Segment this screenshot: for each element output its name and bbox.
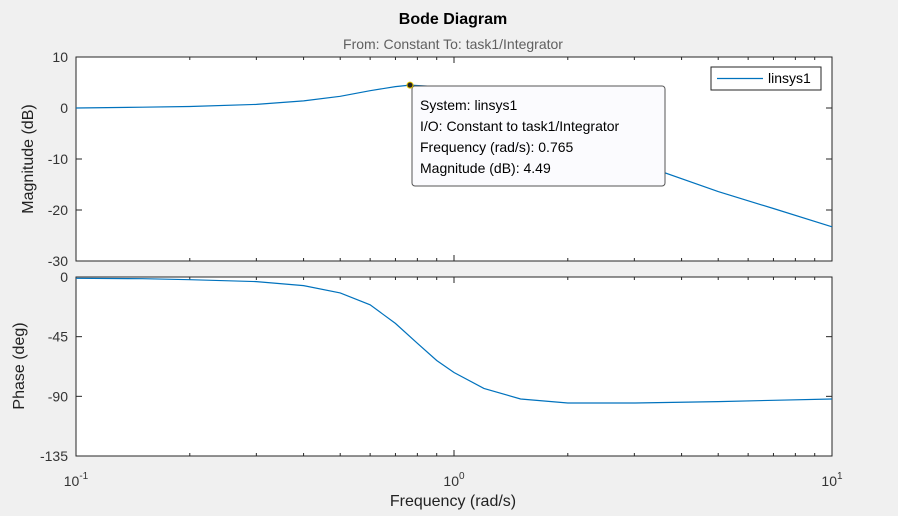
frequency-xlabel: Frequency (rad/s) (390, 493, 516, 510)
x-tick-label: 100 (443, 471, 465, 489)
data-tip[interactable]: System: linsys1 I/O: Constant to task1/I… (411, 85, 666, 187)
legend-box (710, 66, 822, 91)
legend[interactable]: linsys1 (710, 66, 822, 91)
y-tick-label: 0 (60, 269, 68, 285)
y-tick-label: -20 (48, 202, 68, 218)
y-tick-label: -10 (48, 151, 68, 167)
y-tick-label: -90 (48, 388, 68, 404)
tick-layer (75, 56, 833, 457)
chart-subtitle: From: Constant To: task1/Integrator (343, 36, 563, 52)
data-tip-magnitude: Magnitude (dB): 4.49 (420, 160, 551, 176)
data-tip-box (411, 85, 666, 187)
phase-series-line[interactable] (75, 277, 833, 404)
chart-title: Bode Diagram (399, 11, 507, 28)
x-tick-label: 10-1 (64, 471, 89, 489)
data-tip-marker[interactable] (406, 81, 414, 89)
y-tick-label: -135 (40, 448, 68, 464)
data-tip-system: System: linsys1 (420, 97, 517, 113)
phase-ylabel: Phase (deg) (11, 322, 28, 409)
phase-axes[interactable] (75, 276, 833, 457)
y-tick-label: -45 (48, 329, 68, 345)
y-tick-label: -30 (48, 253, 68, 269)
magnitude-ylabel: Magnitude (dB) (20, 104, 37, 213)
y-tick-label: 10 (52, 49, 68, 65)
data-tip-io: I/O: Constant to task1/Integrator (420, 118, 620, 134)
data-tip-frequency: Frequency (rad/s): 0.765 (420, 139, 574, 155)
y-tick-label: 0 (60, 100, 68, 116)
x-tick-label: 101 (821, 471, 843, 489)
legend-entry-linsys1: linsys1 (768, 70, 811, 86)
